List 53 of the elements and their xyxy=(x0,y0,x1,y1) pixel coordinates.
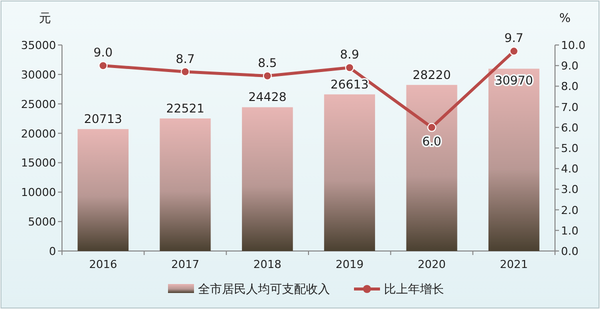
legend-label: 比上年增长 xyxy=(384,282,444,296)
y2-axis-title: % xyxy=(559,11,571,25)
data-label: 9.0 xyxy=(94,46,113,60)
x-tick-label: 2017 xyxy=(171,258,200,271)
y-tick-label: 15000 xyxy=(21,156,56,170)
legend-label: 全市居民人均可支配收入 xyxy=(198,282,330,296)
bar xyxy=(78,129,129,251)
y2-tick-label: 9.0 xyxy=(561,60,578,73)
data-label: 8.7 xyxy=(176,52,195,66)
y-tick-label: 35000 xyxy=(21,39,56,52)
y-tick-label: 0 xyxy=(49,245,56,258)
x-tick-label: 2021 xyxy=(500,258,528,271)
point xyxy=(180,67,190,76)
y2-tick-label: 10.0 xyxy=(561,39,586,52)
point xyxy=(509,46,518,56)
point xyxy=(427,122,436,132)
y-tick-label: 25000 xyxy=(21,98,56,111)
y2-tick-label: 7.0 xyxy=(561,100,578,114)
y2-tick-label: 1.0 xyxy=(561,224,578,238)
data-label: 24428 xyxy=(248,90,287,104)
x-tick-label: 2018 xyxy=(253,258,282,271)
y-axis-title: 元 xyxy=(39,11,51,25)
point xyxy=(262,71,272,80)
y-tick-label: 20000 xyxy=(21,127,56,140)
point xyxy=(345,63,354,72)
y-tick-label: 10000 xyxy=(21,186,56,200)
y-tick-label: 5000 xyxy=(28,216,56,229)
bar xyxy=(406,84,458,251)
data-label: 26613 xyxy=(330,77,369,92)
data-label: 8.5 xyxy=(258,56,277,70)
y2-tick-label: 6.0 xyxy=(561,121,578,134)
y2-tick-label: 8.0 xyxy=(561,80,578,94)
data-label: 20713 xyxy=(84,112,122,126)
y2-tick-label: 2.0 xyxy=(561,204,578,217)
data-label: 22521 xyxy=(166,101,204,116)
data-label: 30970 xyxy=(494,74,534,88)
bar xyxy=(160,118,211,251)
data-label: 8.9 xyxy=(340,48,360,62)
data-label: 6.0 xyxy=(422,134,442,148)
bar xyxy=(324,94,376,251)
data-label: 9.7 xyxy=(504,31,524,46)
y2-tick-label: 0.0 xyxy=(561,245,578,258)
bar xyxy=(488,68,540,251)
x-tick-label: 2019 xyxy=(336,258,364,271)
y2-tick-label: 3.0 xyxy=(561,183,578,196)
y2-tick-label: 4.0 xyxy=(561,162,578,176)
bar xyxy=(242,107,293,251)
x-tick-label: 2020 xyxy=(418,258,446,271)
y-tick-label: 30000 xyxy=(21,68,56,82)
y2-tick-label: 5.0 xyxy=(561,142,578,155)
data-label: 28220 xyxy=(412,68,451,82)
point xyxy=(98,61,108,70)
x-tick-label: 2016 xyxy=(89,258,118,271)
